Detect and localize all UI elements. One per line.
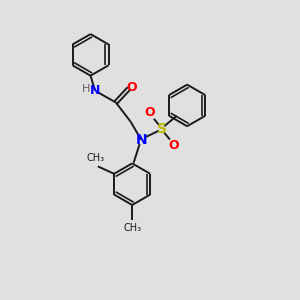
Text: N: N (90, 84, 100, 97)
Text: O: O (169, 139, 179, 152)
Text: O: O (127, 81, 137, 94)
Text: CH₃: CH₃ (123, 224, 141, 233)
Text: CH₃: CH₃ (86, 153, 104, 163)
Text: S: S (157, 122, 167, 136)
Text: H: H (82, 84, 90, 94)
Text: N: N (135, 133, 147, 147)
Text: O: O (145, 106, 155, 119)
